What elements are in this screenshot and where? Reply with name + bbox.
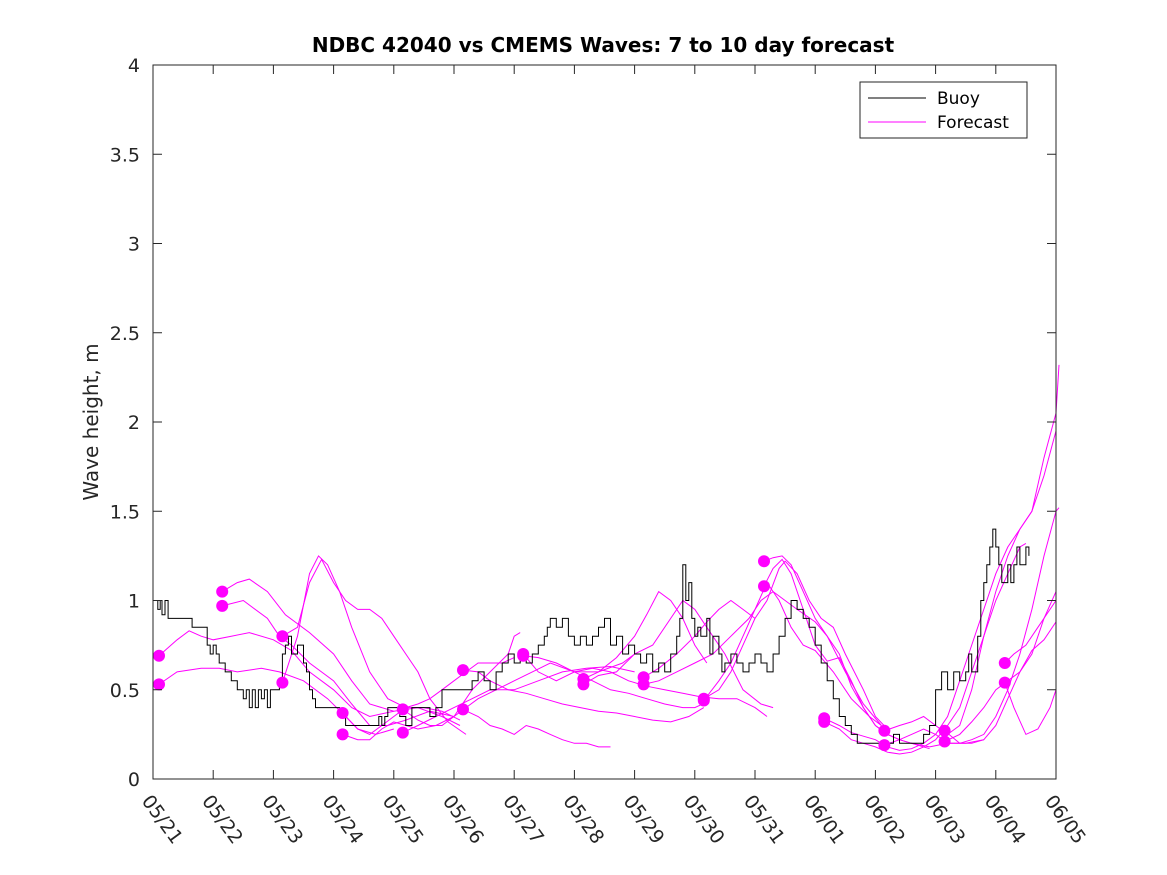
forecast-line-8: [342, 657, 515, 735]
plot-area: [153, 65, 1056, 779]
y-tick-label: 1: [128, 591, 140, 613]
forecast-line-12: [462, 708, 611, 748]
forecast-marker-12: [457, 703, 469, 716]
forecast-marker-6: [276, 676, 289, 689]
y-tick-label: 3: [128, 234, 140, 256]
forecast-line-30: [1004, 600, 1057, 664]
legend-forecast-label: Forecast: [937, 113, 1009, 133]
forecast-marker-14: [517, 648, 530, 660]
forecast-marker-28: [938, 735, 951, 748]
y-axis-label: Wave height, m: [79, 343, 103, 500]
forecast-marker-9: [396, 703, 409, 716]
forecast-line-13: [523, 655, 708, 709]
y-tick-label: 1.5: [110, 501, 140, 523]
forecast-marker-4: [216, 599, 229, 612]
forecast-marker-5: [276, 630, 289, 643]
y-tick-label: 4: [128, 55, 140, 77]
forecast-line-10: [402, 665, 635, 734]
forecast-line-26: [884, 507, 1060, 746]
forecast-line-22: [763, 558, 930, 750]
forecast-line-2: [158, 630, 394, 718]
forecast-marker-29: [998, 657, 1011, 669]
forecast-marker-2: [153, 678, 165, 691]
forecast-marker-16: [577, 678, 590, 691]
forecast-marker-21: [758, 555, 770, 568]
forecast-marker-11: [457, 664, 469, 677]
forecast-marker-7: [336, 707, 349, 719]
forecast-line-19: [703, 581, 882, 726]
series-layer: [153, 364, 1060, 755]
legend: Buoy Forecast: [859, 81, 1028, 139]
marker-layer: [153, 555, 1011, 752]
legend-buoy-label: Buoy: [937, 89, 980, 109]
forecast-marker-3: [216, 585, 229, 598]
forecast-marker-20: [697, 694, 710, 707]
forecast-marker-30: [998, 676, 1011, 689]
forecast-line-29: [1004, 682, 1057, 736]
forecast-line-6: [282, 558, 467, 735]
forecast-marker-8: [336, 728, 349, 741]
forecast-marker-1: [153, 649, 165, 662]
forecast-marker-10: [396, 726, 409, 739]
forecast-marker-22: [758, 580, 770, 593]
forecast-marker-25: [878, 724, 891, 737]
y-tick-label: 2: [128, 412, 140, 434]
forecast-marker-26: [878, 739, 891, 752]
forecast-line-16: [583, 590, 708, 680]
forecast-line-18: [643, 590, 882, 726]
forecast-line-7: [342, 632, 521, 741]
y-tick-label: 2.5: [110, 323, 140, 345]
y-tick-label: 0.5: [110, 680, 140, 702]
legend-box: [859, 81, 1028, 139]
y-tick-label: 0: [128, 769, 140, 791]
forecast-line-23: [823, 542, 1027, 755]
buoy-line: [153, 528, 1030, 744]
forecast-line-24: [823, 430, 1057, 751]
y-tick-label: 3.5: [110, 144, 140, 166]
chart-title: NDBC 42040 vs CMEMS Waves: 7 to 10 day f…: [312, 33, 895, 57]
forecast-marker-24: [818, 715, 831, 728]
forecast-marker-18: [637, 678, 650, 691]
forecast-marker-27: [938, 724, 951, 737]
forecast-line-31: [929, 739, 984, 748]
